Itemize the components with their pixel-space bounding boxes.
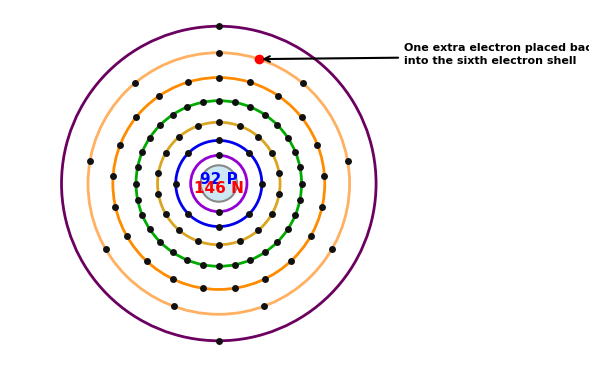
Text: into the sixth electron shell: into the sixth electron shell — [404, 56, 577, 66]
Circle shape — [201, 165, 237, 202]
Text: One extra electron placed back: One extra electron placed back — [404, 43, 589, 53]
Text: 92 P: 92 P — [200, 172, 238, 187]
Text: 146 N: 146 N — [194, 181, 244, 196]
